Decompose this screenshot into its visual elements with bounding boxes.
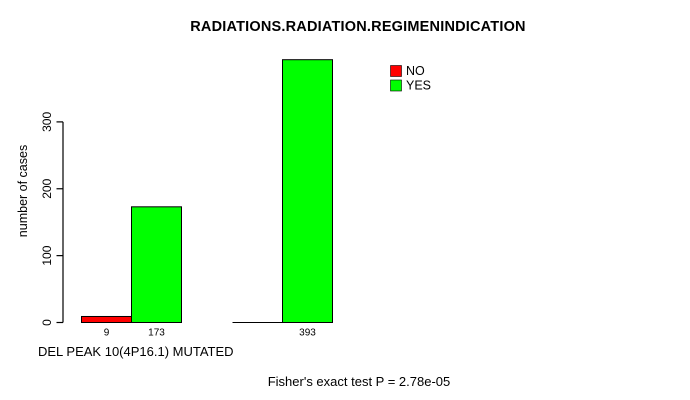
bar-yes-group2 (282, 59, 333, 324)
legend: NO YES (390, 64, 431, 92)
x-axis-label: DEL PEAK 10(4P16.1) MUTATED (38, 344, 234, 359)
y-tick-label: 100 (40, 245, 54, 265)
legend-label-no: NO (406, 64, 425, 78)
legend-label-yes: YES (406, 78, 431, 92)
bar-value-label: 173 (148, 328, 165, 339)
bar-value-labels-group: 9 173 393 (104, 328, 317, 339)
bar-value-label: 9 (104, 328, 110, 339)
bar-yes-group1 (131, 206, 182, 323)
y-tick-label: 0 (40, 319, 54, 326)
bar-value-label: 393 (299, 328, 316, 339)
chart-title: RADIATIONS.RADIATION.REGIMENINDICATION (190, 19, 525, 35)
y-axis-label: number of cases (16, 145, 30, 237)
y-tick-label: 200 (40, 178, 54, 198)
bar-no-group1 (81, 315, 132, 323)
legend-swatch-yes (390, 79, 402, 92)
y-tick-label: 300 (40, 112, 54, 132)
fisher-test-annotation: Fisher's exact test P = 2.78e-05 (268, 374, 451, 389)
legend-swatch-no (390, 65, 402, 77)
bars-group (81, 59, 333, 324)
y-axis: 0 100 200 300 (40, 112, 64, 326)
